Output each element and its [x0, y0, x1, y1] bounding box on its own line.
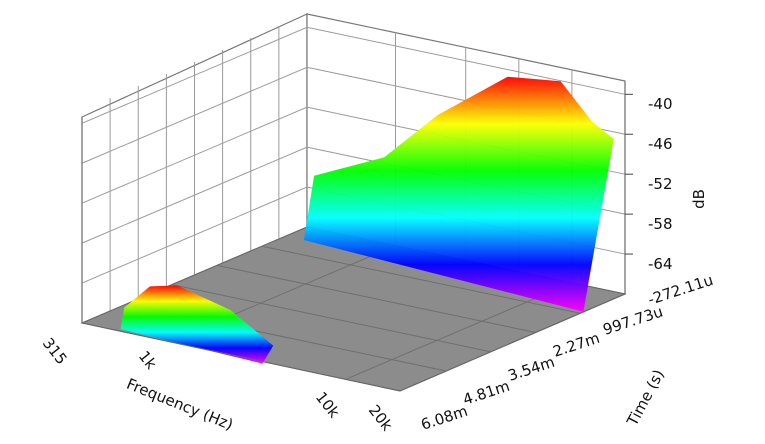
tick-marks [625, 93, 633, 255]
x-tick-label: 315 [39, 334, 71, 368]
y-tick-label: 997.73u [601, 303, 666, 339]
x-tick-label: 1k [135, 347, 161, 373]
x-axis-title: Frequency (Hz) [124, 375, 236, 434]
x-tick-label: 10k [312, 388, 343, 421]
y-tick-label: 6.08m [419, 402, 470, 434]
z-tick-label: -46 [648, 135, 673, 153]
z-tick-label: -52 [648, 175, 673, 193]
z-tick-label: -64 [648, 255, 673, 273]
y-tick-label: 4.81m [461, 377, 512, 409]
x-tick-label: 20k [365, 401, 396, 434]
surface-series-1 [120, 285, 274, 364]
frame-edges [81, 81, 626, 392]
y-tick-label: 3.54m [506, 353, 557, 385]
z-tick-label: -58 [648, 215, 673, 233]
surface-series-0 [303, 76, 614, 312]
y-axis-title: Time (s) [623, 366, 668, 429]
surface-layers [120, 76, 614, 364]
y-tick-label: 2.27m [551, 329, 602, 361]
z-tick-label: -40 [648, 95, 673, 113]
z-axis-title: dB [690, 189, 708, 209]
